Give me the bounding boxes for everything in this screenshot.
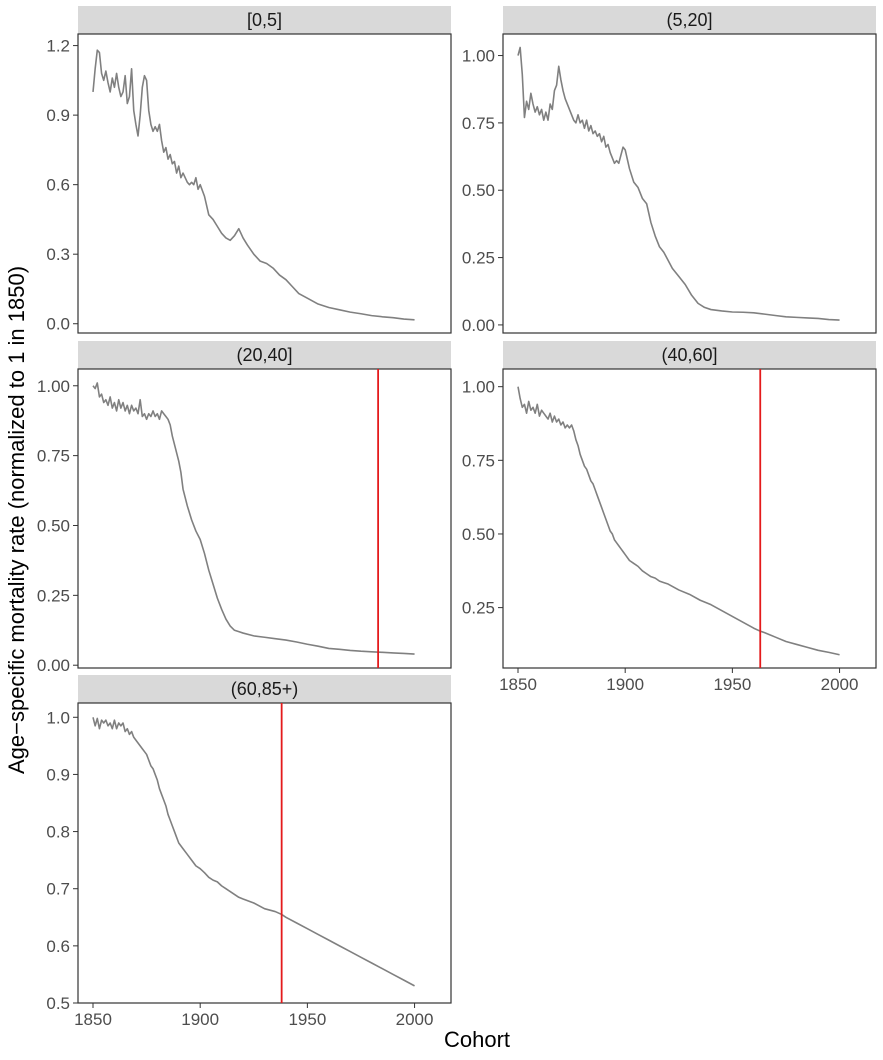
y-tick-label: 0.50 (37, 516, 70, 535)
y-tick-label: 0.7 (46, 880, 70, 899)
panel-2: (20,40] 0.00 0.25 0.50 0.75 1.00 (37, 341, 452, 675)
y-tick-label: 0.75 (462, 451, 495, 470)
y-tick-label: 0.5 (46, 994, 70, 1013)
y-tick-label: 1.0 (46, 708, 70, 727)
facet-strip (78, 675, 451, 703)
y-tick-label: 0.50 (462, 181, 495, 200)
panel-frame (502, 33, 877, 334)
panel-4: (60,85+) 0.5 0.6 0.7 0.8 0.9 1.0 1850 1900 1950 20… (46, 675, 452, 1029)
series-line (92, 49, 415, 321)
y-tick-label: 0.9 (46, 106, 70, 125)
facet-label: (60,85+) (231, 679, 299, 699)
y-tick-label: 0.9 (46, 765, 70, 784)
y-tick-label: 1.00 (462, 378, 495, 397)
y-tick-label: 0.25 (462, 249, 495, 268)
facet-strip (503, 341, 876, 369)
panel-3: (40,60] 0.25 0.50 0.75 1.00 1850 1900 1950 2000 (462, 341, 877, 694)
facet-strip (78, 6, 451, 34)
panel-frame (502, 368, 877, 669)
y-tick-label: 1.00 (462, 47, 495, 66)
series-line (517, 386, 840, 656)
panel-frame (77, 33, 452, 334)
y-tick-label: 0.8 (46, 823, 70, 842)
y-tick-label: 0.00 (462, 316, 495, 335)
facet-strip (78, 341, 451, 369)
series-line (517, 46, 840, 321)
x-tick-label: 2000 (821, 675, 859, 694)
panel-frame (77, 702, 452, 1004)
y-tick-label: 0.3 (46, 245, 70, 264)
y-tick-label: 0.6 (46, 937, 70, 956)
series-line (92, 382, 415, 655)
panel-frame (77, 368, 452, 669)
y-tick-label: 0.75 (462, 114, 495, 133)
panels: [0,5] 0.0 0.3 0.6 0.9 1.2 (5,20] 0.00 0.25 0.50 0.… (37, 6, 877, 1029)
facet-label: (20,40] (236, 345, 292, 365)
x-axis-title: Cohort (444, 1027, 510, 1052)
y-tick-label: 0.0 (46, 315, 70, 334)
series-line (92, 717, 415, 987)
facet-label: [0,5] (247, 10, 282, 30)
facet-strip (503, 6, 876, 34)
x-tick-label: 1850 (499, 675, 537, 694)
x-tick-label: 1950 (713, 675, 751, 694)
y-tick-label: 0.25 (462, 599, 495, 618)
x-tick-label: 1850 (74, 1010, 112, 1029)
y-tick-label: 0.75 (37, 447, 70, 466)
y-tick-label: 1.2 (46, 37, 70, 56)
x-tick-label: 1900 (606, 675, 644, 694)
y-tick-label: 0.6 (46, 176, 70, 195)
y-tick-label: 1.00 (37, 377, 70, 396)
y-axis-title: Age−specific mortality rate (normalized … (4, 266, 29, 774)
panel-1: (5,20] 0.00 0.25 0.50 0.75 1.00 (462, 6, 877, 335)
y-tick-label: 0.50 (462, 525, 495, 544)
x-tick-label: 1950 (288, 1010, 326, 1029)
panel-0: [0,5] 0.0 0.3 0.6 0.9 1.2 (46, 6, 452, 334)
facet-label: (5,20] (666, 10, 712, 30)
y-tick-label: 0.00 (37, 656, 70, 675)
facet-label: (40,60] (661, 345, 717, 365)
x-tick-label: 2000 (396, 1010, 434, 1029)
y-tick-label: 0.25 (37, 586, 70, 605)
x-tick-label: 1900 (181, 1010, 219, 1029)
